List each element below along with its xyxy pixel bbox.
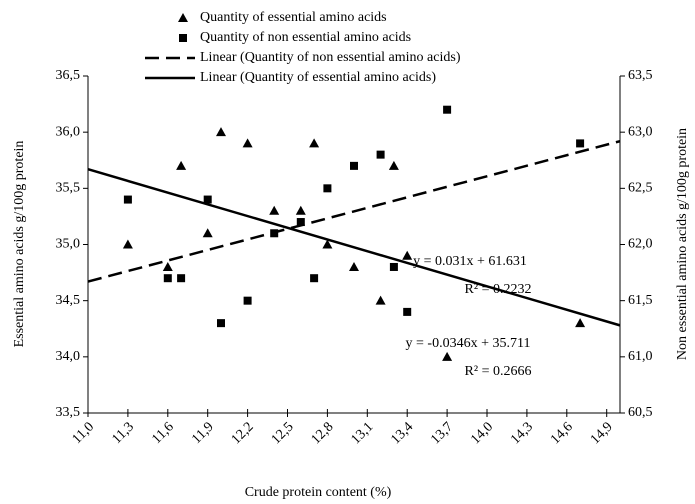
- x-tick-label: 13,4: [388, 419, 416, 447]
- data-point: [217, 319, 225, 328]
- x-tick-label: 11,3: [109, 419, 137, 447]
- annotation: R² = 0.2232: [465, 282, 532, 297]
- x-axis-title: Crude protein content (%): [245, 485, 392, 500]
- legend-label: Quantity of essential amino acids: [200, 10, 387, 25]
- data-point: [163, 274, 172, 283]
- y2-tick-label: 62,5: [628, 181, 653, 196]
- data-point: [389, 262, 398, 271]
- data-point: [295, 205, 306, 215]
- y-tick-label: 34,5: [56, 293, 81, 308]
- x-tick-label: 11,6: [149, 419, 177, 447]
- x-tick-label: 14,6: [548, 419, 576, 447]
- y2-tick-label: 62,0: [628, 237, 653, 252]
- data-point: [323, 184, 332, 193]
- data-point: [177, 274, 186, 283]
- data-point: [322, 239, 333, 249]
- data-point: [349, 261, 359, 271]
- y2-tick-label: 63,0: [628, 124, 653, 139]
- annotation: y = -0.0346x + 35.711: [406, 336, 531, 351]
- data-point: [576, 139, 585, 148]
- y-tick-label: 36,0: [56, 124, 81, 139]
- data-point: [216, 127, 226, 137]
- data-point: [403, 307, 412, 316]
- x-tick-label: 13,1: [348, 419, 376, 447]
- trend-line: [87, 139, 621, 283]
- legend-label: Linear (Quantity of essential amino acid…: [200, 70, 436, 85]
- y-tick-label: 36,5: [56, 68, 81, 83]
- x-tick-label: 12,8: [309, 419, 337, 447]
- x-tick-label: 12,2: [229, 419, 257, 447]
- y-axis-title: Essential amino acids g/100g protein: [12, 141, 27, 348]
- data-point: [402, 250, 413, 260]
- x-tick-label: 14,9: [588, 419, 616, 447]
- x-tick-label: 13,7: [428, 419, 456, 447]
- data-point: [310, 274, 319, 283]
- data-point: [242, 138, 253, 148]
- x-tick-label: 14,0: [468, 419, 496, 447]
- data-point: [123, 195, 132, 204]
- x-tick-label: 11,0: [70, 419, 98, 447]
- data-point: [203, 195, 212, 204]
- annotation: R² = 0.2666: [465, 364, 532, 379]
- data-point: [176, 160, 187, 170]
- data-point: [376, 150, 385, 159]
- y-tick-label: 35,5: [56, 181, 81, 196]
- legend-label: Linear (Quantity of non essential amino …: [200, 50, 461, 65]
- y2-tick-label: 63,5: [628, 68, 653, 83]
- y2-tick-label: 61,0: [628, 349, 653, 364]
- y2-axis-title: Non essential amino acids g/100g protein: [675, 128, 690, 360]
- legend-marker: [179, 34, 187, 42]
- legend-marker: [178, 13, 188, 22]
- annotation: y = 0.031x + 61.631: [413, 254, 527, 269]
- data-point: [350, 161, 358, 170]
- x-tick-label: 12,5: [269, 419, 297, 447]
- y-tick-label: 33,5: [56, 405, 81, 420]
- data-point: [309, 138, 320, 148]
- y2-tick-label: 60,5: [628, 405, 653, 420]
- data-point: [575, 318, 586, 328]
- data-point: [122, 239, 133, 249]
- data-point: [296, 218, 305, 227]
- x-tick-label: 14,3: [508, 419, 536, 447]
- y-tick-label: 35,0: [56, 237, 81, 252]
- y-tick-label: 34,0: [56, 349, 81, 364]
- data-point: [443, 105, 452, 114]
- data-point: [269, 205, 280, 215]
- data-point: [442, 351, 453, 361]
- legend-label: Quantity of non essential amino acids: [200, 30, 411, 45]
- data-point: [388, 160, 399, 170]
- y2-tick-label: 61,5: [628, 293, 653, 308]
- data-point: [243, 296, 252, 305]
- data-point: [162, 261, 173, 271]
- x-tick-label: 11,9: [189, 419, 217, 447]
- data-point: [375, 295, 386, 305]
- trend-line: [87, 168, 621, 327]
- data-point: [202, 228, 213, 238]
